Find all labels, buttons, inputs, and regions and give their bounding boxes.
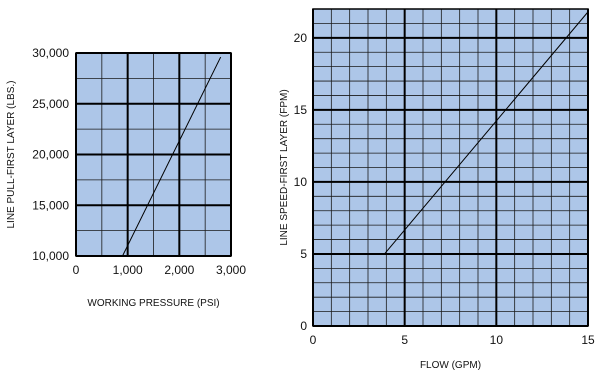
y-axis-label: LINE SPEED-FIRST LAYER (FPM) [279,89,290,245]
x-tick-label: 15 [581,333,595,347]
x-tick-label: 2,000 [164,263,194,277]
y-tick-label: 20,000 [32,148,69,162]
y-tick-label: 15 [294,103,308,117]
x-tick-label: 0 [310,333,317,347]
y-tick-label: 10,000 [32,249,69,263]
y-tick-label: 5 [300,247,307,261]
series-line [122,56,222,257]
y-tick-label: 20 [294,31,308,45]
x-tick-label: 10 [490,333,504,347]
y-axis-label: LINE PULL-FIRST LAYER (LBS.) [6,80,17,228]
y-tick-label: 10 [294,175,308,189]
x-axis-label: FLOW (GPM) [420,360,481,371]
series-line [384,11,589,255]
x-tick-label: 0 [73,263,80,277]
plot-border [75,52,232,257]
x-tick-label: 1,000 [113,263,143,277]
plot-border [312,8,589,327]
x-tick-label: 3,000 [216,263,246,277]
y-tick-label: 15,000 [32,198,69,212]
y-tick-label: 30,000 [32,46,69,60]
y-tick-label: 0 [300,319,307,333]
line-pull-chart: 0 1,000 2,000 3,000 10,000 15,000 20,000 25,000… [6,46,246,309]
x-tick-label: 5 [401,333,408,347]
line-speed-chart: 0 5 10 15 0 5 10 15 20 FLOW (GPM) LINE SPEED-FIRST… [279,8,595,371]
x-axis-label: WORKING PRESSURE (PSI) [87,298,219,309]
y-tick-label: 25,000 [32,97,69,111]
